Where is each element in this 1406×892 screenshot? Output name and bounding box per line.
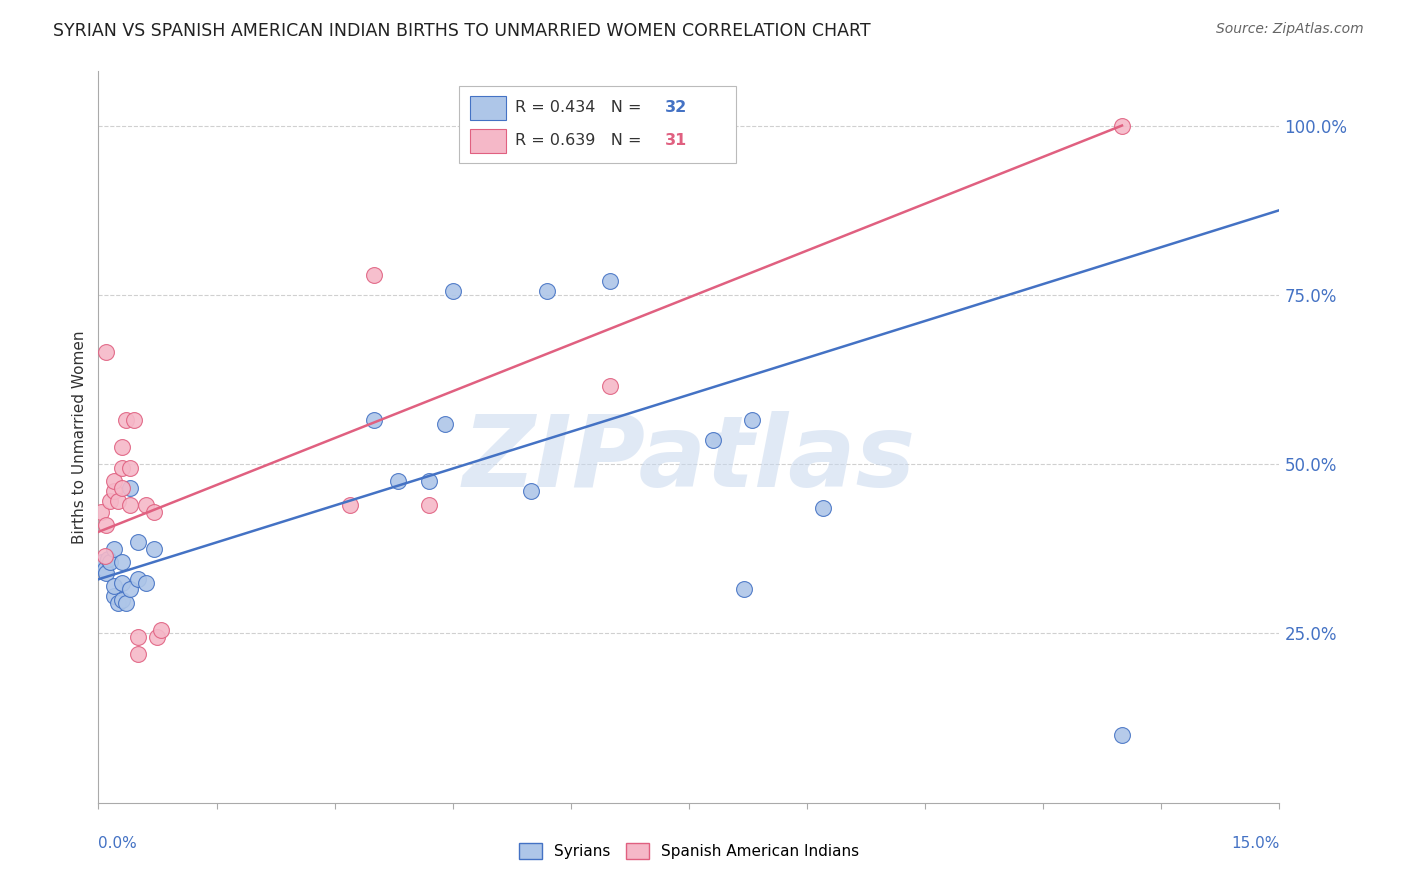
Point (98, 555, 121, 569)
Point (127, 630, 149, 644)
Text: ZIPatlas: ZIPatlas (463, 410, 915, 508)
Text: 0.0%: 0.0% (98, 836, 138, 851)
Point (98, 494, 121, 508)
FancyBboxPatch shape (458, 86, 737, 163)
FancyBboxPatch shape (471, 129, 506, 153)
Point (93, 549, 115, 563)
Point (96, 566, 118, 580)
Point (741, 413, 763, 427)
Point (118, 481, 141, 495)
Point (93, 562, 115, 576)
Point (418, 498, 440, 512)
Point (103, 541, 125, 556)
Point (103, 484, 125, 499)
Point (115, 596, 138, 610)
Point (142, 505, 165, 519)
Point (127, 535, 149, 549)
FancyBboxPatch shape (471, 96, 506, 120)
Point (363, 268, 385, 282)
Point (122, 413, 145, 427)
Point (339, 498, 361, 512)
Y-axis label: Births to Unmarried Women: Births to Unmarried Women (72, 330, 87, 544)
Point (103, 579, 125, 593)
Point (146, 630, 169, 644)
Point (150, 623, 173, 637)
Point (433, 417, 456, 431)
Point (96, 345, 118, 359)
Point (599, 379, 621, 393)
Point (599, 274, 621, 288)
Point (111, 555, 134, 569)
Point (111, 481, 134, 495)
Point (135, 498, 157, 512)
Point (536, 285, 558, 299)
Point (520, 484, 543, 499)
Point (118, 460, 141, 475)
Point (127, 647, 149, 661)
Point (135, 575, 157, 590)
Point (107, 596, 129, 610)
Point (118, 582, 141, 597)
Text: 31: 31 (665, 133, 688, 148)
Text: 32: 32 (665, 101, 688, 115)
Text: R = 0.434   N =: R = 0.434 N = (516, 101, 647, 115)
Point (97, 552, 120, 566)
Point (142, 541, 165, 556)
Point (90, 505, 112, 519)
Point (103, 589, 125, 603)
Point (107, 494, 129, 508)
Point (96, 518, 118, 533)
Point (811, 501, 834, 516)
Point (118, 498, 141, 512)
Point (91, 555, 114, 569)
Point (1111, 119, 1133, 133)
Point (363, 413, 385, 427)
Point (418, 474, 440, 488)
Text: R = 0.639   N =: R = 0.639 N = (516, 133, 647, 148)
Point (111, 592, 134, 607)
Text: SYRIAN VS SPANISH AMERICAN INDIAN BIRTHS TO UNMARRIED WOMEN CORRELATION CHART: SYRIAN VS SPANISH AMERICAN INDIAN BIRTHS… (53, 22, 872, 40)
Point (111, 440, 134, 454)
Point (733, 582, 755, 597)
Legend: Syrians, Spanish American Indians: Syrians, Spanish American Indians (510, 834, 868, 868)
Point (1111, 728, 1133, 742)
Point (441, 285, 464, 299)
Point (387, 474, 409, 488)
Point (127, 572, 149, 586)
Text: 15.0%: 15.0% (1232, 836, 1279, 851)
Point (111, 460, 134, 475)
Point (115, 413, 138, 427)
Text: Source: ZipAtlas.com: Source: ZipAtlas.com (1216, 22, 1364, 37)
Point (111, 575, 134, 590)
Point (103, 474, 125, 488)
Point (702, 434, 724, 448)
